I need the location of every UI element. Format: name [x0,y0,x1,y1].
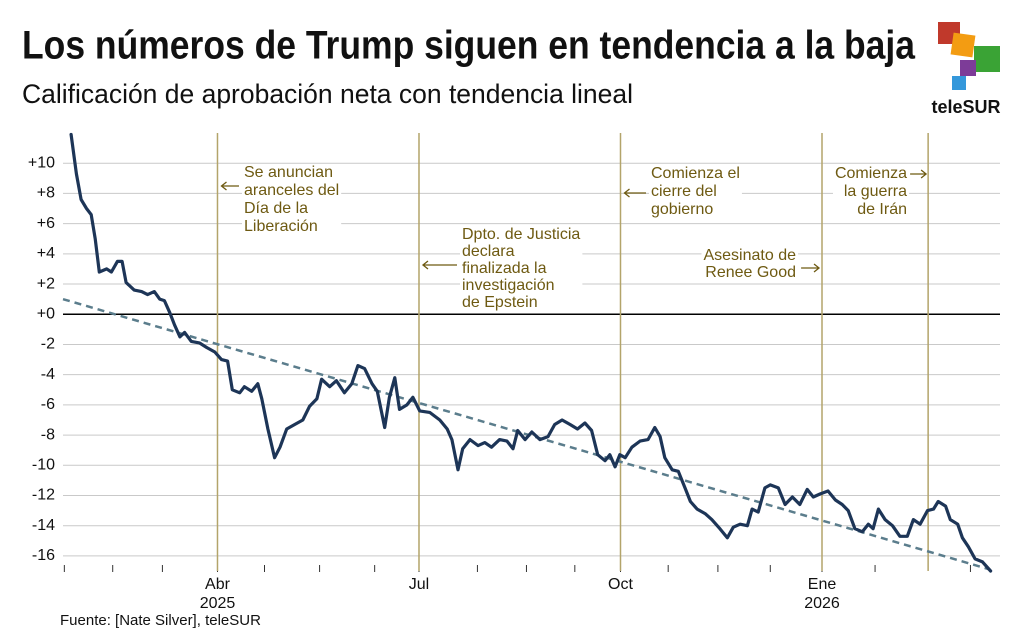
grid [63,162,1000,557]
x-tick-label: Jul [409,576,429,593]
y-tick-label: -10 [32,456,55,473]
annotation-text: Liberación [244,218,318,235]
source: Fuente: [Nate Silver], teleSUR [60,612,261,629]
annotation-text: investigación [462,277,555,294]
data-line [69,132,993,573]
trend-line [62,297,991,571]
annotation-background [460,226,583,312]
annotation-arrow [910,169,928,179]
y-tick-label: -6 [41,396,55,413]
y-tick-label: -14 [32,517,55,534]
logo-text: teleSUR [931,97,1000,117]
annotation-background [701,247,799,282]
chart-title: Los números de Trump siguen en tendencia… [22,24,916,68]
y-tick-label: +6 [37,215,55,232]
annotation-arrow [220,181,239,191]
year-label: 2025 [200,595,236,612]
y-tick-label: +2 [37,275,55,292]
y-tick-label: +10 [28,154,55,171]
annotation-text: gobierno [651,201,713,218]
annotation-text: finalizada la [462,260,547,277]
annotation-text: Comienza el [651,165,740,182]
y-tick-label: -2 [41,336,55,353]
logo-square [952,76,966,90]
year-label: 2026 [804,595,840,612]
annotation-background [832,165,910,219]
annotation-text: Se anuncian [244,164,333,181]
y-tick-label: -16 [32,547,55,564]
annotation-text: Día de la [244,200,308,217]
annotation-text: cierre del [651,183,717,200]
annotation-arrow [623,188,646,198]
annotation-arrow [801,263,821,273]
logo-square [974,46,1000,72]
logo: teleSUR [931,22,1001,117]
annotation-text: Asesinato de [703,247,796,264]
annotation-background [649,165,742,219]
y-tick-label: -4 [41,366,55,383]
annotation-background [242,164,342,236]
x-tick-label: Abr [205,576,231,593]
annotation-text: declara [462,243,515,260]
annotation-text: aranceles del [244,182,339,199]
annotation-text: de Irán [857,201,907,218]
y-tick-label: +4 [37,245,55,262]
y-tick-label: +0 [37,305,55,322]
annotation-text: Renee Good [705,264,796,281]
logo-square [960,60,976,76]
y-tick-label: -12 [32,487,55,504]
annotation-arrow [421,260,457,270]
x-tick-label: Oct [608,576,633,593]
annotation-text: de Epstein [462,294,538,311]
annotation-text: Comienza [835,165,907,182]
annotation-text: Dpto. de Justicia [462,226,580,243]
x-tick-label: Ene [808,576,837,593]
y-tick-label: +8 [37,185,55,202]
y-tick-label: -8 [41,426,55,443]
annotation-text: la guerra [844,183,907,200]
chart-subtitle: Calificación de aprobación neta con tend… [22,79,633,109]
logo-square [950,32,976,58]
